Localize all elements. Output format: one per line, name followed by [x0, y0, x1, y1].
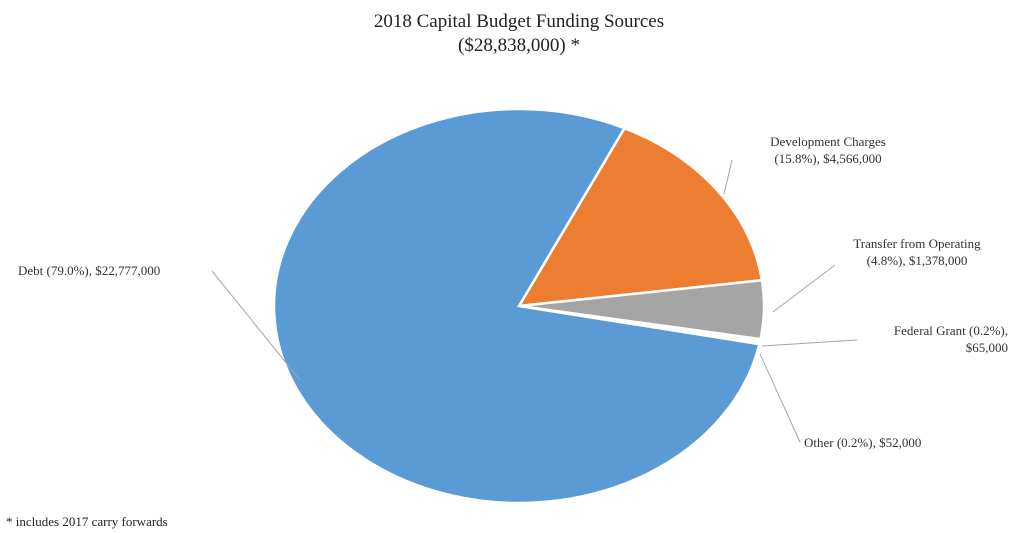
leader-line-development-charges	[723, 159, 733, 195]
pie-slices	[272, 107, 766, 505]
leader-lines	[211, 159, 858, 443]
pie-slice-development-charges	[516, 126, 764, 308]
slice-label-line: Development Charges	[770, 134, 886, 149]
slice-label-transfer-from-operating: Transfer from Operating (4.8%), $1,378,00…	[853, 236, 981, 268]
slice-label-federal-grant: Federal Grant (0.2%), $65,000	[894, 323, 1008, 355]
slice-label-line: Federal Grant (0.2%),	[894, 323, 1008, 338]
leader-line-debt	[211, 270, 301, 381]
slice-label-line: Other (0.2%), $52,000	[804, 435, 921, 450]
footnote: * includes 2017 carry forwards	[6, 514, 168, 529]
slice-label-development-charges: Development Charges (15.8%), $4,566,000	[770, 134, 886, 166]
slice-label-line: (4.8%), $1,378,000	[867, 253, 968, 268]
slice-label-line: Transfer from Operating	[853, 236, 981, 251]
chart-subtitle: ($28,838,000) *	[458, 35, 580, 56]
leader-line-federal-grant	[761, 339, 858, 347]
slice-label-line: (15.8%), $4,566,000	[774, 151, 881, 166]
slice-labels: Development Charges (15.8%), $4,566,000 Tr…	[18, 134, 1008, 450]
slice-label-other: Other (0.2%), $52,000	[804, 435, 921, 450]
slice-label-line: Debt (79.0%), $22,777,000	[18, 263, 160, 278]
slice-label-line: $65,000	[966, 340, 1008, 355]
leader-line-transfer-from-operating	[772, 264, 836, 313]
chart-title: 2018 Capital Budget Funding Sources	[374, 11, 664, 32]
pie-slice-debt	[272, 107, 761, 505]
leader-line-other	[759, 353, 801, 443]
slice-label-debt: Debt (79.0%), $22,777,000	[18, 263, 160, 278]
